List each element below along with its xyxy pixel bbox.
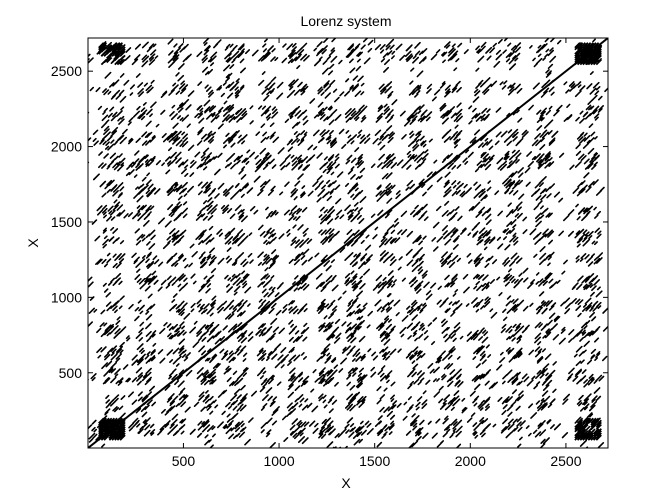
chart-title: Lorenz system: [300, 13, 391, 29]
x-tick-label: 1500: [359, 453, 390, 469]
y-tick-label: 1000: [51, 289, 82, 305]
x-tick-label: 2500: [550, 453, 581, 469]
recurrence-dashes: [88, 38, 608, 448]
y-tick-label: 1500: [51, 214, 82, 230]
recurrence-block: [574, 417, 602, 441]
x-axis: 500 1000 1500 2000 2500: [172, 38, 582, 469]
line-of-identity: [88, 38, 608, 448]
x-tick-label: 500: [172, 453, 196, 469]
axes-box: [87, 37, 609, 449]
y-axis-label: X: [25, 238, 41, 248]
y-axis: 500 1000 1500 2000 2500: [51, 63, 608, 381]
x-tick-label: 1000: [263, 453, 294, 469]
x-tick-label: 2000: [455, 453, 486, 469]
y-tick-label: 500: [59, 365, 83, 381]
plot-area: [88, 38, 608, 448]
recurrence-block: [98, 42, 126, 66]
recurrence-points: [88, 38, 608, 448]
x-axis-label: X: [341, 475, 351, 491]
y-tick-label: 2500: [51, 63, 82, 79]
y-tick-label: 2000: [51, 139, 82, 155]
